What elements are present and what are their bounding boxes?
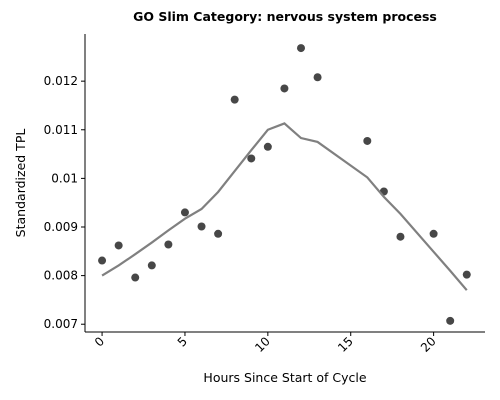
- point: [296, 44, 305, 53]
- point: [247, 154, 256, 163]
- x-tick-label: 15: [335, 334, 356, 355]
- y-axis-label: Standardized TPL: [13, 129, 28, 238]
- y-tick-label: 0.011: [44, 123, 78, 137]
- point: [230, 95, 239, 104]
- x-tick-label: 20: [418, 334, 439, 355]
- y-tick-label: 0.009: [44, 220, 78, 234]
- point: [197, 222, 206, 231]
- point: [214, 229, 223, 238]
- x-tick-label: 10: [252, 334, 273, 355]
- trend-line: [101, 122, 468, 291]
- y-tick-label: 0.01: [51, 171, 78, 185]
- point: [180, 208, 189, 217]
- point: [313, 73, 322, 82]
- point: [98, 256, 107, 265]
- point: [114, 241, 123, 250]
- point: [131, 273, 140, 282]
- point: [429, 229, 438, 238]
- point: [396, 232, 405, 241]
- point: [147, 261, 156, 270]
- point: [446, 316, 455, 325]
- x-axis-label: Hours Since Start of Cycle: [203, 370, 366, 385]
- x-tick-label: 0: [92, 334, 107, 349]
- y-tick-label: 0.012: [44, 74, 78, 88]
- y-tick-label: 0.007: [44, 317, 78, 331]
- chart-title: GO Slim Category: nervous system process: [133, 9, 437, 24]
- point: [263, 142, 272, 151]
- point: [280, 84, 289, 93]
- point: [363, 136, 372, 145]
- point: [164, 240, 173, 249]
- x-tick-label: 5: [175, 334, 190, 349]
- point: [462, 270, 471, 279]
- y-tick-label: 0.008: [44, 269, 78, 283]
